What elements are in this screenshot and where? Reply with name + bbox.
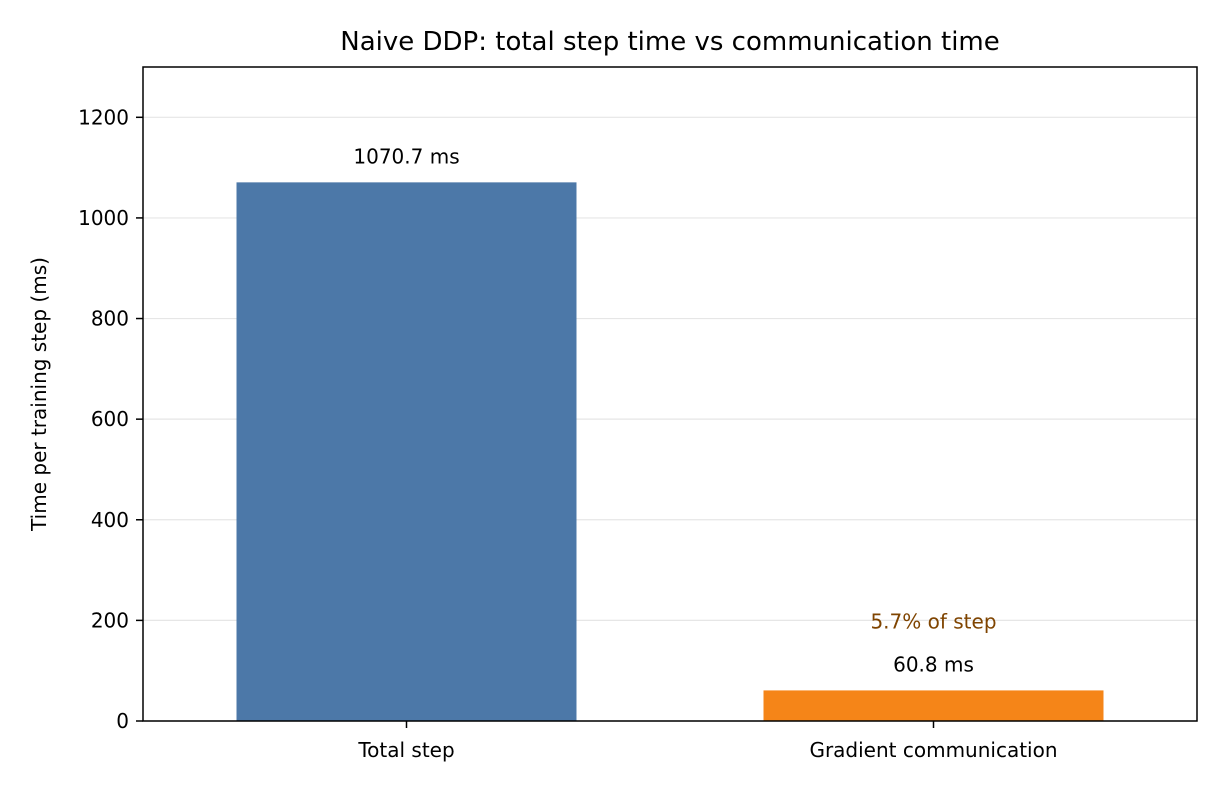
chart-title: Naive DDP: total step time vs communicat… [340,27,1000,57]
bar-layer [236,182,1104,722]
data-label: 1070.7 ms [353,144,459,168]
y-tick-label: 0 [116,709,129,733]
axis-layer [136,66,1198,728]
y-tick-label: 1000 [78,206,129,230]
y-tick-label: 1200 [78,105,129,129]
bar [763,690,1104,721]
y-tick-label: 400 [91,508,129,532]
y-tick-label: 800 [91,307,129,331]
plot-frame [142,66,1198,722]
y-axis-label: Time per training step (ms) [27,257,51,532]
annotation-label: 5.7% of step [870,609,996,633]
label-layer: 1070.7 ms 60.8 ms 5.7% of step 0 200 400 600 80… [78,105,1057,762]
y-tick-label: 200 [91,608,129,632]
bar [236,182,577,722]
y-tick-label: 600 [91,407,129,431]
x-tick-label: Gradient communication [809,738,1057,762]
x-tick-label: Total step [357,738,454,762]
data-label: 60.8 ms [893,652,974,676]
